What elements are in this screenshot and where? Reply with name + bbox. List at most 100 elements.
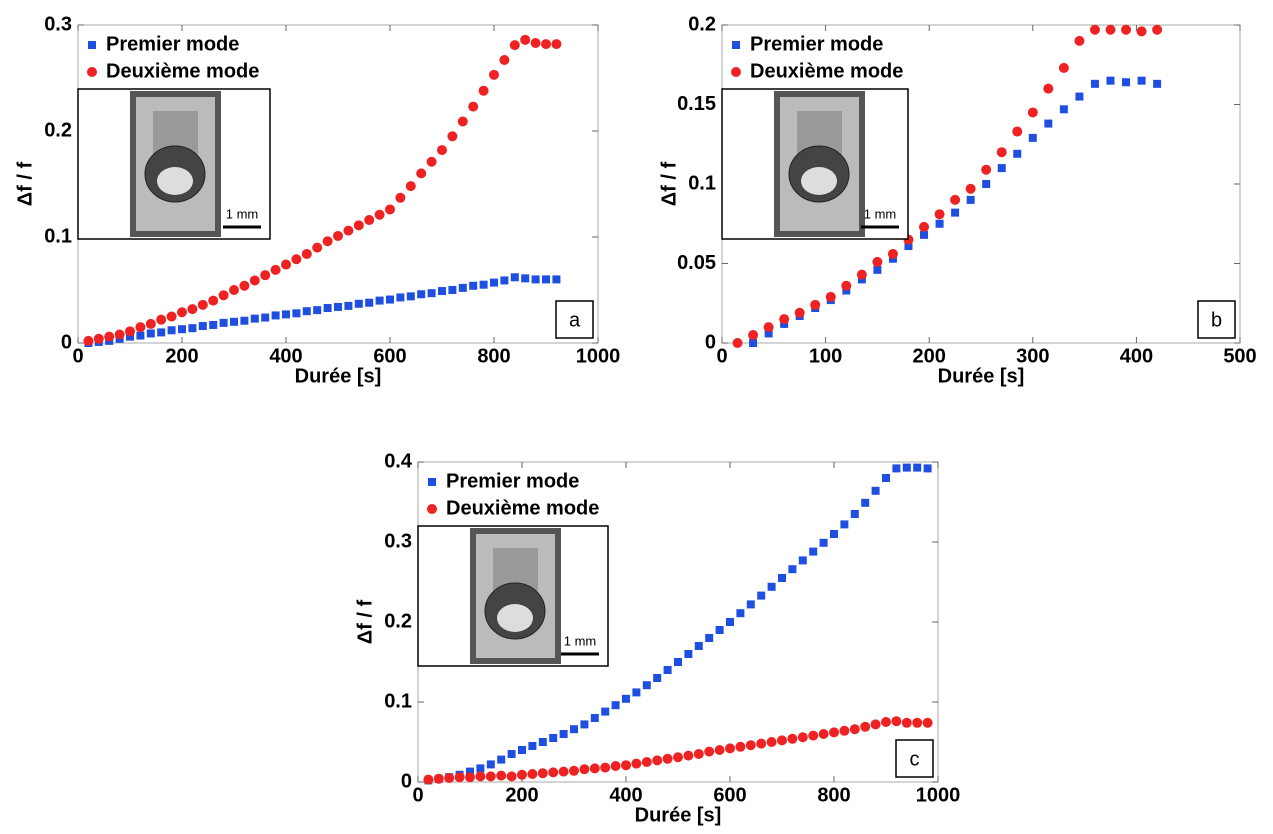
marker — [632, 688, 641, 697]
y-axis-label: Δf / f — [14, 161, 36, 206]
marker — [705, 634, 714, 642]
marker — [396, 293, 405, 302]
x-axis-label: Durée [s] — [635, 804, 722, 826]
marker — [126, 332, 134, 341]
marker — [437, 145, 447, 156]
marker — [610, 761, 621, 771]
marker — [950, 194, 961, 205]
y-tick-label: 0.1 — [44, 225, 72, 247]
marker — [230, 317, 238, 326]
marker — [580, 720, 589, 729]
marker — [313, 306, 322, 315]
marker — [704, 746, 715, 757]
marker — [198, 322, 207, 331]
marker — [881, 717, 891, 727]
marker — [904, 242, 913, 251]
marker — [922, 717, 933, 728]
legend-label: Premier mode — [106, 33, 239, 55]
legend-label: Deuxième mode — [106, 60, 259, 82]
marker — [135, 322, 146, 333]
y-tick-label: 0.4 — [384, 450, 413, 472]
marker — [694, 642, 703, 650]
marker — [240, 316, 249, 325]
marker — [1090, 79, 1099, 88]
legend-label: Deuxième mode — [446, 497, 599, 519]
marker — [301, 248, 312, 259]
marker — [809, 547, 818, 556]
marker — [778, 574, 786, 582]
marker — [1153, 79, 1162, 88]
marker — [600, 762, 611, 773]
x-tick-label: 200 — [505, 784, 538, 806]
marker — [662, 753, 673, 764]
marker — [850, 510, 859, 518]
marker — [466, 767, 474, 776]
marker — [840, 520, 849, 529]
marker — [590, 714, 599, 722]
marker — [428, 478, 436, 486]
y-tick-label: 0.3 — [44, 13, 72, 35]
inset-photo: 1 mm — [77, 88, 271, 240]
marker — [552, 275, 561, 284]
legend-label: Premier mode — [446, 470, 579, 492]
marker — [1137, 76, 1146, 85]
marker — [88, 41, 96, 49]
marker — [136, 331, 145, 340]
marker — [281, 259, 291, 270]
marker — [447, 131, 458, 142]
marker — [509, 40, 520, 51]
marker — [114, 329, 125, 340]
marker — [249, 275, 260, 286]
marker — [570, 725, 578, 734]
x-tick-label: 400 — [1120, 345, 1153, 367]
x-tick-label: 800 — [817, 784, 850, 806]
marker — [901, 717, 912, 728]
x-axis-label: Durée [s] — [938, 365, 1025, 387]
marker — [177, 307, 187, 318]
marker — [497, 755, 506, 764]
marker — [156, 314, 167, 325]
marker — [517, 769, 527, 780]
marker — [208, 295, 219, 306]
marker — [652, 755, 663, 766]
marker — [145, 318, 156, 329]
marker — [548, 767, 559, 778]
marker — [507, 750, 516, 758]
inset-photo: 1 mm — [721, 88, 909, 240]
marker — [798, 556, 807, 565]
marker — [872, 256, 883, 267]
y-tick-label: 0.1 — [384, 690, 412, 712]
y-tick-label: 0 — [61, 331, 72, 353]
marker — [683, 750, 694, 761]
y-tick-label: 0.2 — [688, 13, 716, 35]
marker — [125, 326, 135, 337]
marker — [549, 734, 558, 742]
marker — [354, 299, 363, 308]
marker — [496, 770, 507, 781]
marker — [951, 208, 960, 217]
marker — [433, 773, 444, 784]
marker — [674, 658, 682, 666]
x-tick-label: 100 — [809, 345, 842, 367]
marker — [841, 280, 852, 291]
marker — [589, 763, 600, 774]
marker — [530, 38, 541, 49]
marker — [197, 299, 208, 310]
marker — [218, 290, 229, 301]
marker — [631, 758, 642, 769]
marker — [1121, 24, 1132, 35]
marker — [715, 626, 724, 634]
marker — [270, 264, 281, 275]
y-tick-label: 0 — [401, 770, 412, 792]
marker — [748, 330, 759, 341]
marker — [417, 290, 426, 299]
marker — [476, 764, 485, 773]
marker — [469, 281, 478, 290]
legend-label: Deuxième mode — [750, 60, 903, 82]
marker — [444, 773, 455, 783]
marker — [506, 771, 517, 782]
x-tick-label: 600 — [713, 784, 746, 806]
marker — [333, 230, 343, 241]
marker — [527, 769, 538, 779]
